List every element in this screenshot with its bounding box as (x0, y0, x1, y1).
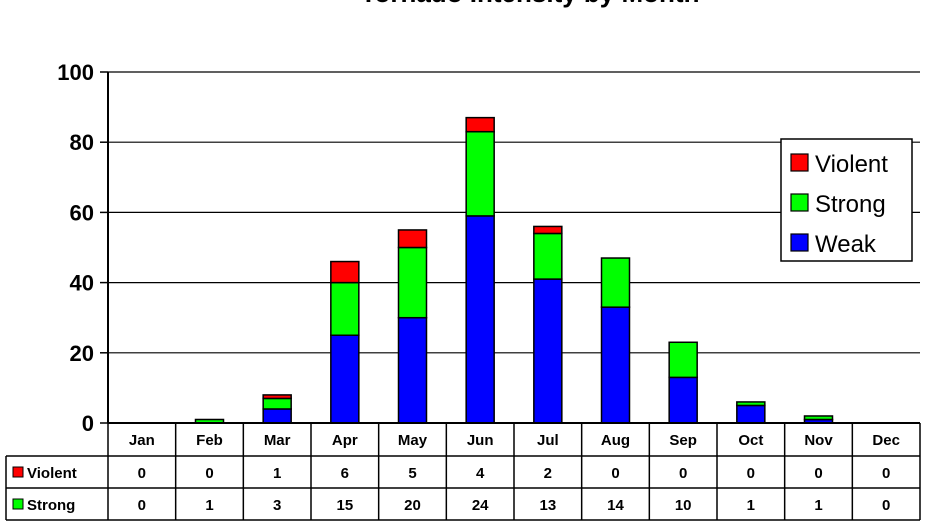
bar-strong-may (397, 246, 428, 319)
table-cell: 10 (675, 497, 692, 514)
legend-label-violent: Violent (815, 151, 888, 178)
table-cell: 14 (607, 497, 624, 514)
table-cell: 3 (273, 497, 281, 514)
table-key-swatch (12, 498, 24, 510)
table-cell: 2 (544, 465, 552, 482)
table-cell: 1 (205, 497, 213, 514)
table-cell: 0 (138, 465, 146, 482)
table-cell: 0 (747, 465, 755, 482)
table-cell: 5 (408, 465, 416, 482)
table-cell: 4 (476, 465, 485, 482)
x-tick-label: Feb (196, 432, 223, 449)
table-cell: 0 (679, 465, 687, 482)
x-tick-label: Apr (332, 432, 358, 449)
y-tick-label: 80 (70, 130, 94, 155)
table-cell: 0 (882, 465, 890, 482)
bar-violent-may (397, 229, 428, 249)
table-cell: 0 (882, 497, 890, 514)
legend-swatch-strong (790, 193, 809, 212)
bar-weak-may (397, 316, 428, 424)
bar-weak-mar (262, 408, 292, 424)
x-tick-label: Jan (129, 432, 155, 449)
bar-weak-aug (600, 306, 631, 424)
x-tick-label: Jun (467, 432, 494, 449)
bar-weak-sep (668, 376, 698, 424)
table-cell: 0 (814, 465, 822, 482)
bar-weak-apr (330, 334, 360, 424)
data-table: Jan Feb Mar Apr May Jun Jul Aug Sep Oct Nov Dec Viol… (5, 422, 921, 521)
bar-strong-apr (330, 281, 360, 337)
table-cell: 20 (404, 497, 421, 514)
x-tick-label: Dec (872, 432, 900, 449)
legend-swatch-weak (790, 233, 809, 252)
bar-weak-jun (465, 215, 495, 424)
bar-strong-sep (668, 341, 698, 379)
bar-violent-mar (262, 394, 292, 400)
table-cell: 0 (205, 465, 213, 482)
table-key-swatch (12, 466, 24, 478)
table-row-label: Violent (27, 465, 77, 482)
bar-strong-aug (600, 257, 631, 308)
bar-weak-jul (533, 278, 563, 424)
x-tick-label: Nov (804, 432, 833, 449)
bar-violent-jun (465, 116, 495, 133)
bar-strong-jun (465, 130, 495, 217)
table-cell: 1 (814, 497, 822, 514)
table-row-label: Strong (27, 497, 75, 514)
chart-title: Tornado Intensity by Month (361, 0, 700, 8)
x-tick-label: Sep (669, 432, 697, 449)
bar-violent-apr (330, 260, 360, 284)
y-tick-label: 20 (70, 341, 94, 366)
table-cell: 1 (747, 497, 755, 514)
table-cell: 13 (539, 497, 556, 514)
table-cell: 6 (341, 465, 349, 482)
table-cell: 0 (138, 497, 146, 514)
bars (194, 116, 834, 424)
legend: Violent Strong Weak (780, 138, 913, 262)
y-tick-label: 40 (70, 271, 94, 296)
table-cell: 15 (336, 497, 353, 514)
bar-strong-oct (736, 401, 766, 407)
y-tick-label: 60 (70, 200, 94, 225)
x-tick-label: May (398, 432, 428, 449)
legend-label-strong: Strong (815, 191, 886, 218)
table-cell: 24 (472, 497, 489, 514)
legend-swatch-violent (790, 153, 809, 172)
x-tick-label: Mar (264, 432, 291, 449)
y-tick-label: 0 (82, 411, 94, 436)
table-cell: 1 (273, 465, 281, 482)
x-tick-label: Aug (601, 432, 630, 449)
x-tick-label: Oct (738, 432, 763, 449)
bar-strong-jul (533, 232, 563, 280)
table-cell: 0 (611, 465, 619, 482)
y-tick-labels: 0 20 40 60 80 100 (57, 60, 94, 436)
bar-violent-jul (533, 225, 563, 235)
bar-strong-nov (803, 415, 834, 421)
x-tick-label: Jul (537, 432, 559, 449)
y-tick-label: 100 (57, 60, 94, 85)
bar-weak-oct (736, 404, 766, 424)
legend-label-weak: Weak (815, 231, 877, 258)
bar-strong-mar (262, 397, 292, 410)
